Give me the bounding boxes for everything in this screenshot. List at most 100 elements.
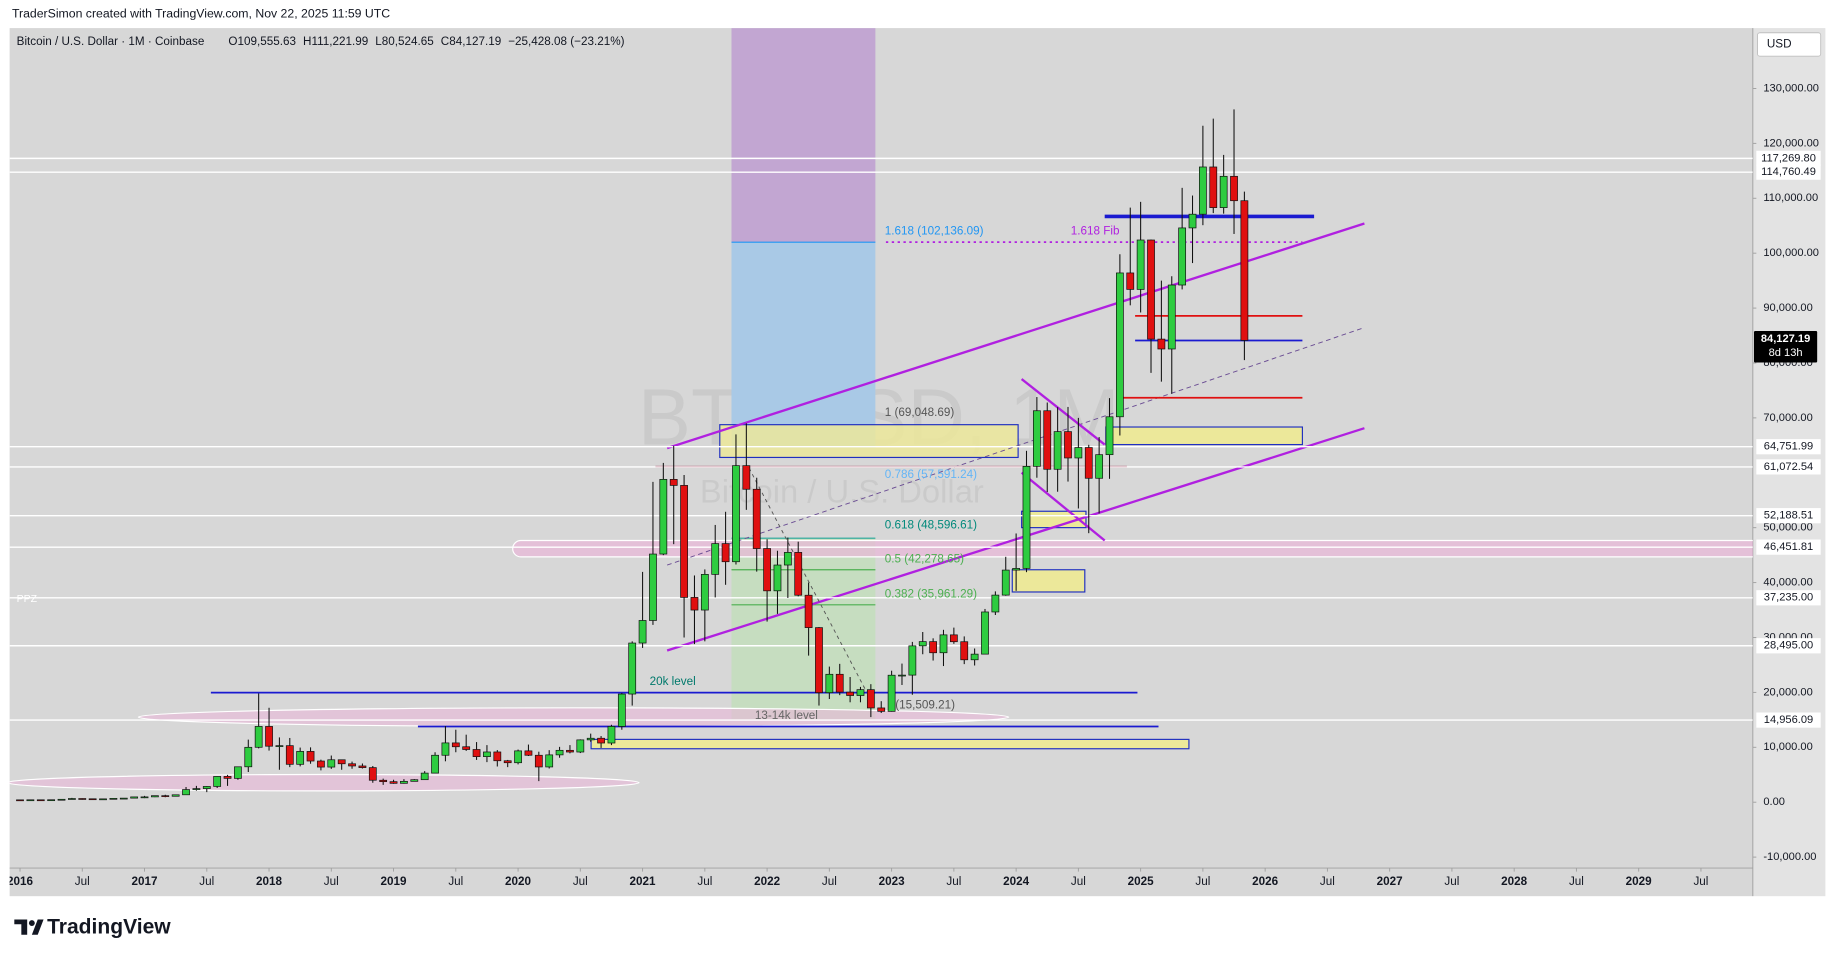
x-tick-label: 2028 (1501, 875, 1528, 888)
candle-body (1105, 416, 1114, 456)
y-tick-label: 0.00 (1763, 796, 1785, 808)
candle-body (202, 786, 211, 789)
candle-body (1209, 166, 1218, 208)
candle-body (171, 794, 180, 797)
candle-body (47, 799, 56, 802)
y-tick-label: 70,000.00 (1763, 412, 1812, 424)
x-tick-label: 2021 (630, 875, 657, 888)
candle-body (690, 597, 699, 611)
candle-body (493, 751, 502, 762)
candle-body (348, 763, 356, 767)
x-tick-label: 2024 (1003, 875, 1030, 888)
candle-body (57, 798, 66, 801)
candle-body (410, 779, 419, 782)
candle-body (960, 641, 969, 661)
candle-body (794, 552, 803, 596)
currency-box[interactable] (1757, 32, 1822, 57)
candle-body (1147, 239, 1155, 340)
candle-body (1230, 175, 1238, 202)
candle-body (1095, 454, 1104, 479)
price-level-label: 117,269.80 (1761, 152, 1816, 164)
legend-value: H111,221.99 (303, 35, 368, 48)
candle-body (358, 765, 367, 768)
candle-body (1178, 227, 1187, 286)
candle-body (327, 759, 336, 768)
x-tick-label: 2022 (754, 875, 781, 888)
annotation: 1.618 Fib (1071, 225, 1120, 238)
candle-body (752, 488, 761, 549)
annotation: 0.5 (42,278.65) (885, 552, 964, 565)
last-price-box (1753, 330, 1818, 363)
candle-body (866, 689, 875, 709)
candle-body (918, 641, 927, 647)
candle-body (1240, 200, 1249, 341)
annotation: 13-14k level (755, 709, 818, 722)
candle-body (1032, 410, 1041, 467)
demand-box (590, 738, 1190, 750)
target-zone (731, 28, 876, 243)
candle-body (368, 767, 377, 781)
candle-body (192, 788, 201, 790)
candle-body (26, 799, 35, 802)
legend-value: O109,555.63 (228, 35, 296, 48)
candle-body (649, 553, 657, 621)
x-tick-label: 2029 (1626, 875, 1653, 888)
candle-body (389, 781, 398, 784)
last-price-label: 84,127.19 (1761, 333, 1810, 345)
candle-body (462, 746, 471, 750)
annotation: 0.382 (35,961.29) (885, 587, 977, 600)
price-level-label: 37,235.00 (1764, 592, 1813, 604)
candle-body (1043, 410, 1052, 470)
candle-body (991, 594, 1000, 613)
candle-body (711, 543, 720, 575)
price-level-label: 14,956.09 (1764, 714, 1813, 726)
price-level-label: 28,495.00 (1764, 640, 1813, 652)
y-tick-label: 120,000.00 (1763, 137, 1819, 149)
x-tick-label: Jul (75, 875, 90, 888)
candle-body (161, 795, 170, 797)
candle-body (700, 574, 709, 611)
candle-body (721, 543, 730, 563)
candle-body (555, 749, 564, 756)
x-tick-label: Jul (199, 875, 214, 888)
candle-body (1126, 272, 1135, 290)
x-tick-label: Jul (946, 875, 961, 888)
candle-body (213, 776, 222, 787)
price-level-label: 52,188.51 (1764, 510, 1813, 522)
candle-body (451, 742, 460, 748)
wedge-line (1020, 471, 1106, 542)
price-level-box (1756, 508, 1821, 524)
candle-body (36, 799, 45, 802)
price-level-box (1756, 459, 1821, 475)
candle-body (576, 739, 585, 753)
logo-icon (14, 919, 44, 935)
price-level-label: 61,072.54 (1764, 461, 1813, 473)
candle-body (732, 465, 740, 563)
x-tick-label: 2025 (1128, 875, 1155, 888)
countdown: 8d 13h (1769, 347, 1803, 359)
x-tick-label: Jul (822, 875, 837, 888)
x-tick-label: Jul (448, 875, 463, 888)
x-tick-label: 2020 (505, 875, 532, 888)
y-tick-label: 130,000.00 (1763, 82, 1819, 94)
candle-body (285, 745, 294, 765)
header: TraderSimon created with TradingView.com… (12, 6, 390, 20)
candle-body (846, 691, 854, 696)
candle-body (628, 642, 637, 695)
candle-body (1012, 568, 1021, 571)
x-tick-label: Jul (1071, 875, 1086, 888)
candle-body (1074, 447, 1083, 459)
demand-box (719, 424, 1019, 459)
x-tick-label: 2018 (256, 875, 283, 888)
legend-value: L80,524.65 (375, 35, 434, 48)
candle-body (763, 548, 771, 592)
annotation: 1 (69,048.69) (885, 406, 955, 419)
candle-body (119, 797, 128, 800)
y-tick-label: 110,000.00 (1763, 192, 1818, 204)
candle-body (597, 737, 605, 744)
annotation: 0.786 (57,591.24) (885, 468, 977, 481)
candle-body (68, 798, 76, 800)
currency[interactable]: USD (1767, 38, 1792, 51)
candle-body (1053, 431, 1062, 470)
